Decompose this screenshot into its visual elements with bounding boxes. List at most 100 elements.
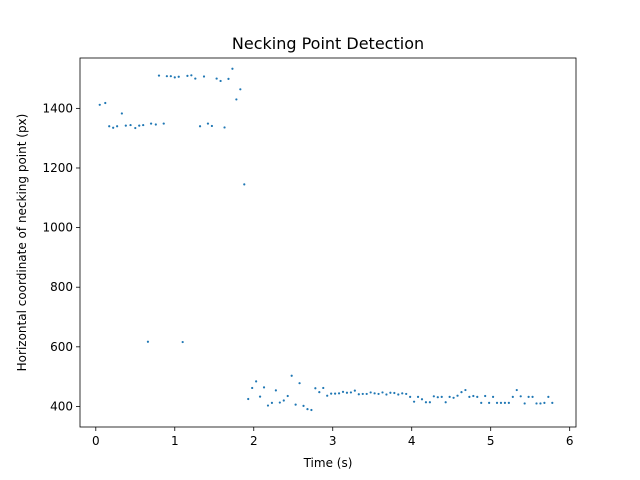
x-tick-label: 3 bbox=[329, 434, 337, 448]
data-point bbox=[116, 125, 119, 128]
data-point bbox=[298, 382, 301, 385]
data-point bbox=[278, 401, 281, 404]
data-point bbox=[535, 402, 538, 405]
data-point bbox=[198, 125, 202, 128]
plot-frame bbox=[79, 57, 577, 428]
data-point bbox=[531, 395, 534, 398]
data-point bbox=[231, 67, 234, 70]
data-point bbox=[488, 401, 491, 404]
data-point bbox=[334, 392, 337, 395]
data-point bbox=[389, 391, 392, 394]
data-point bbox=[202, 75, 206, 78]
data-point bbox=[416, 395, 420, 398]
data-point bbox=[365, 392, 368, 396]
data-point bbox=[286, 394, 289, 398]
data-point bbox=[322, 386, 325, 390]
data-point bbox=[247, 397, 250, 401]
data-point bbox=[318, 391, 321, 394]
data-point bbox=[142, 123, 145, 127]
data-point bbox=[194, 77, 197, 80]
data-point bbox=[401, 392, 404, 395]
data-point bbox=[266, 404, 270, 407]
data-point bbox=[138, 124, 141, 127]
data-point bbox=[270, 401, 274, 404]
data-point bbox=[468, 395, 471, 398]
data-point bbox=[314, 387, 317, 390]
data-point bbox=[460, 391, 463, 394]
data-point bbox=[511, 395, 514, 398]
data-point bbox=[124, 124, 127, 127]
data-point bbox=[464, 388, 467, 392]
data-point bbox=[243, 183, 246, 186]
data-point bbox=[108, 125, 111, 128]
data-point bbox=[393, 391, 396, 395]
data-point bbox=[306, 408, 309, 411]
data-point bbox=[543, 401, 546, 404]
data-point bbox=[258, 395, 262, 398]
data-point bbox=[157, 74, 161, 77]
data-point bbox=[169, 75, 172, 78]
data-point bbox=[551, 401, 554, 404]
data-point bbox=[223, 126, 226, 129]
data-point bbox=[428, 401, 431, 404]
data-point bbox=[507, 401, 510, 404]
data-point bbox=[104, 101, 107, 105]
data-point bbox=[330, 392, 333, 395]
data-point bbox=[337, 392, 341, 395]
data-point bbox=[251, 386, 254, 390]
scatter-points bbox=[98, 67, 554, 412]
x-tick-label: 2 bbox=[250, 434, 258, 448]
x-axis-label: Time (s) bbox=[303, 456, 353, 470]
data-point bbox=[341, 390, 345, 393]
data-point bbox=[515, 388, 518, 392]
data-point bbox=[186, 74, 189, 77]
data-point bbox=[547, 395, 550, 398]
data-point bbox=[519, 395, 522, 398]
data-point bbox=[377, 392, 380, 396]
data-point bbox=[219, 79, 222, 83]
data-point bbox=[162, 122, 165, 125]
data-point bbox=[523, 402, 526, 405]
data-point bbox=[440, 395, 443, 398]
y-tick-label: 1200 bbox=[42, 161, 73, 175]
data-point bbox=[227, 77, 230, 80]
data-point bbox=[412, 400, 416, 403]
data-point bbox=[452, 396, 455, 399]
data-point bbox=[424, 401, 428, 404]
data-point bbox=[274, 389, 277, 392]
data-point bbox=[262, 386, 266, 389]
data-point bbox=[294, 403, 297, 406]
data-point bbox=[310, 408, 313, 412]
data-point bbox=[385, 393, 388, 396]
data-point bbox=[235, 98, 238, 101]
data-point bbox=[154, 123, 157, 126]
data-point bbox=[503, 401, 507, 404]
data-point bbox=[290, 374, 293, 377]
y-tick-label: 800 bbox=[50, 280, 73, 294]
data-point bbox=[345, 391, 349, 394]
data-point bbox=[409, 395, 412, 398]
y-axis-ticks: 400 600 800 1000 1200 1400 bbox=[42, 101, 80, 413]
data-point bbox=[206, 122, 210, 125]
data-point bbox=[215, 77, 218, 80]
data-point bbox=[480, 401, 483, 404]
data-point bbox=[282, 399, 285, 402]
data-point bbox=[149, 122, 153, 125]
data-point bbox=[239, 88, 242, 91]
data-point bbox=[353, 389, 356, 392]
data-point bbox=[456, 394, 459, 397]
data-point bbox=[491, 395, 495, 398]
data-point bbox=[495, 401, 499, 404]
data-point bbox=[165, 75, 168, 78]
data-point bbox=[302, 404, 305, 407]
data-point bbox=[326, 394, 329, 397]
y-axis-label: Horizontal coordinate of necking point (… bbox=[15, 114, 29, 372]
data-point bbox=[181, 340, 184, 344]
data-point bbox=[357, 393, 360, 396]
y-tick-label: 1400 bbox=[42, 101, 73, 115]
x-tick-label: 1 bbox=[171, 434, 179, 448]
data-point bbox=[120, 112, 123, 115]
data-point bbox=[527, 395, 530, 398]
data-point bbox=[373, 392, 376, 395]
y-tick-label: 600 bbox=[50, 340, 73, 354]
